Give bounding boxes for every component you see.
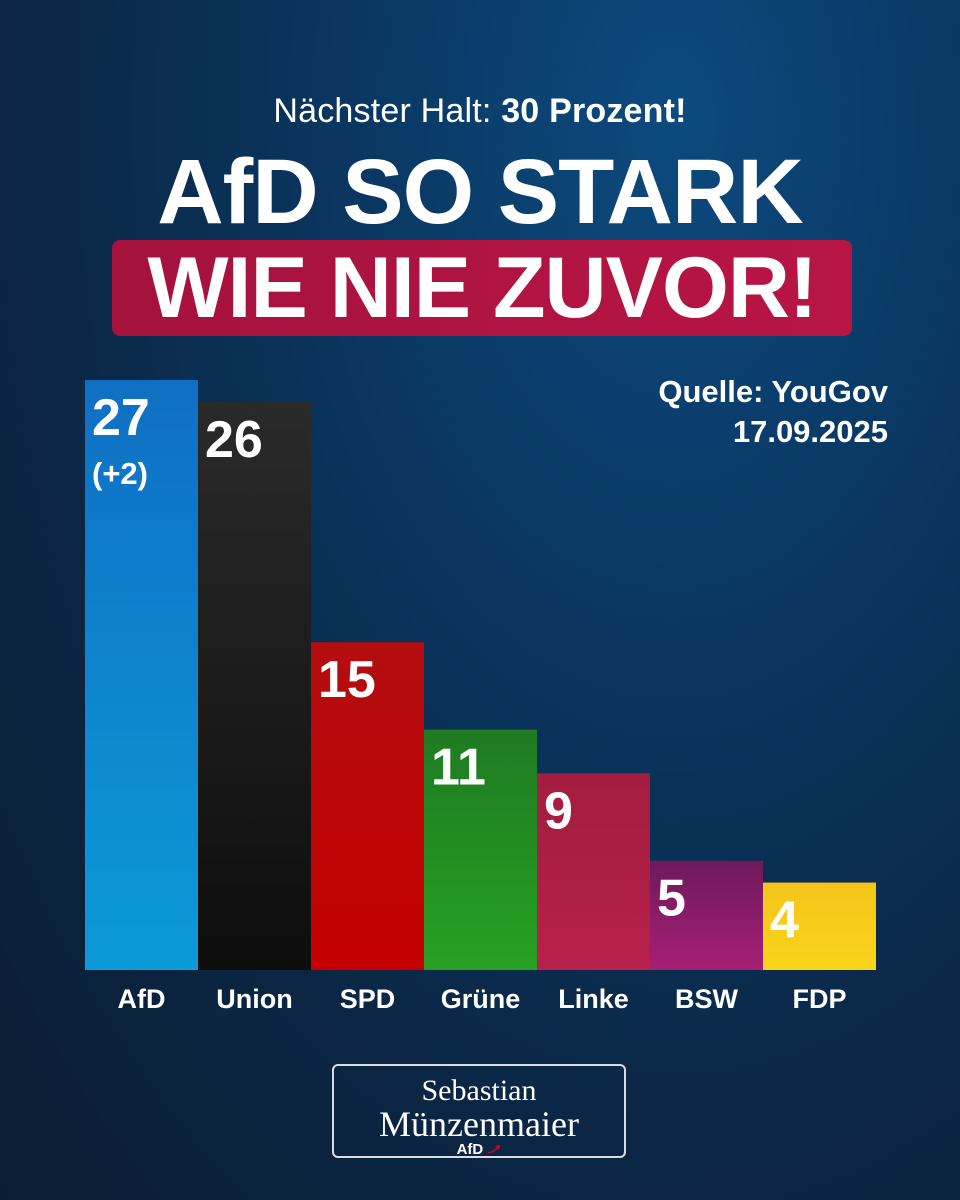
bar-linke [537,773,650,970]
logo-party: AfD [334,1142,624,1158]
tick-label-afd: AfD [118,984,166,1014]
logo-arrow-icon [488,1145,501,1153]
bar-union [198,401,311,971]
pretitle-normal: Nächster Halt: [273,92,492,130]
bar-value-afd: 27 [92,389,150,447]
bar-value-spd: 15 [318,651,376,709]
bar-value-bsw: 5 [657,870,686,928]
headline-banner: WIE NIE ZUVOR! [112,240,852,336]
tick-label-bsw: BSW [675,984,739,1014]
bar-spd [311,642,424,970]
tick-label-linke: Linke [558,984,629,1014]
bar-fdp [763,882,876,970]
headline: AfD SO STARK [157,141,804,243]
bar-grune [424,729,537,970]
logo-last-name: Münzenmaier [379,1104,579,1144]
source-note: Quelle: YouGov 17.09.2025 [658,372,888,452]
tick-label-spd: SPD [340,984,396,1014]
pretitle: Nächster Halt: 30 Prozent! [0,92,960,131]
bar-bsw [650,860,763,970]
pretitle-bold: 30 Prozent! [501,92,687,130]
bar-value-union: 26 [205,411,263,469]
tick-label-grune: Grüne [441,984,521,1014]
source-label: Quelle: YouGov [658,374,888,409]
bar-value-fdp: 4 [770,892,799,950]
bar-value-linke: 9 [544,782,573,840]
bar-change-afd: (+2) [92,456,148,491]
logo-first-name: Sebastian [421,1074,537,1107]
tick-label-union: Union [216,984,292,1014]
logo-party-text: AfD [456,1141,484,1158]
bar-afd [85,380,198,970]
bar-value-grune: 11 [431,739,486,797]
poll-bar-chart: 27 (+2) AfD 26 Union 15 SPD 11 Grüne 9 Linke 5 BSW 4 F… [85,380,876,1014]
bar-group: 27 (+2) AfD 26 Union 15 SPD 11 Grüne 9 Linke 5 BSW 4 F… [85,380,876,1014]
tick-label-fdp: FDP [793,984,847,1014]
source-date: 17.09.2025 [732,414,888,449]
author-logo: Sebastian Münzenmaier AfD [332,1064,626,1158]
